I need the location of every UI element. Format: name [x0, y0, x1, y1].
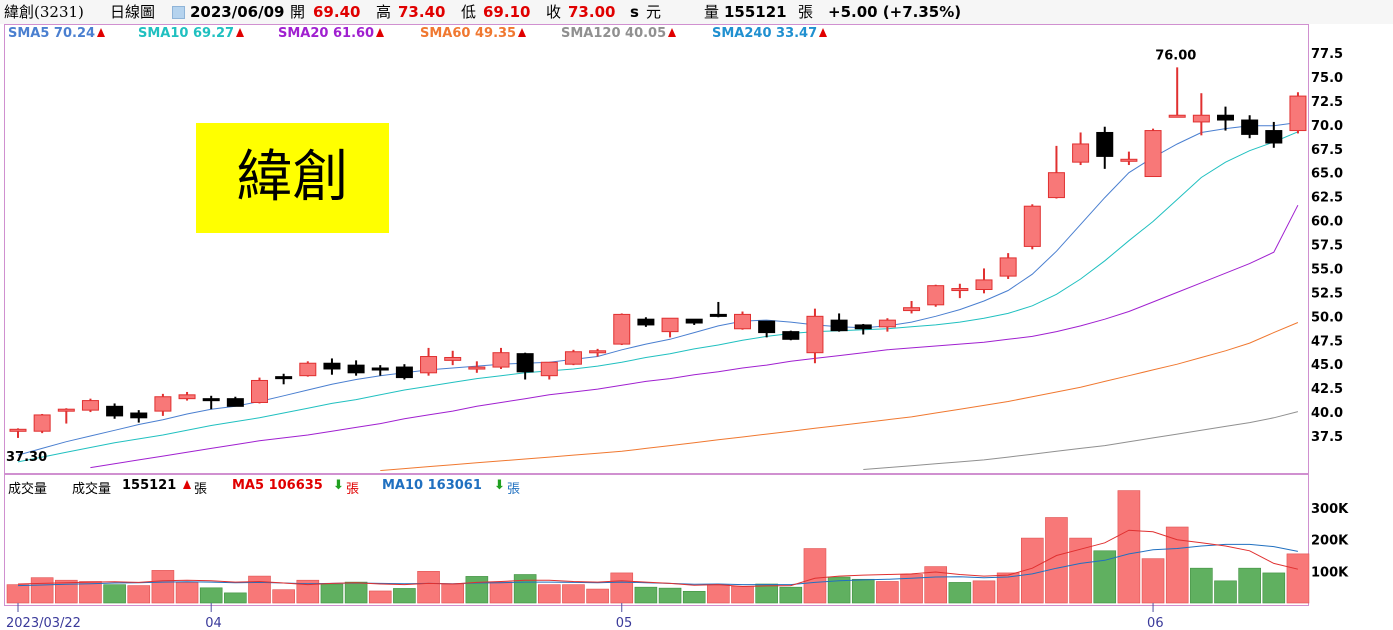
vol-ma10-unit: 張: [507, 482, 521, 497]
close-label: 收: [546, 3, 562, 21]
vol-ma10-down-icon: ⬇: [494, 478, 505, 493]
x-axis-label: 05: [616, 616, 633, 630]
up-arrow-icon: [518, 28, 527, 37]
vol-ma10-label: MA10 163061: [382, 478, 482, 493]
volume-axis-tick: 100K: [1311, 565, 1349, 580]
volume-panel-value: 155121: [122, 478, 177, 493]
price-axis-tick: 77.5: [1311, 47, 1343, 62]
price-axis-tick: 40.0: [1311, 406, 1343, 421]
price-axis-tick: 42.5: [1311, 382, 1343, 397]
close-value: 73.00: [568, 3, 616, 21]
price-axis-tick: 55.0: [1311, 262, 1343, 277]
up-arrow-icon: [668, 28, 677, 37]
price-axis-tick: 65.0: [1311, 167, 1343, 182]
volume-panel-title: 成交量: [8, 482, 48, 497]
date-value: 2023/06/09: [190, 3, 285, 21]
price-axis-tick: 52.5: [1311, 286, 1343, 301]
x-axis-label: 06: [1147, 616, 1164, 630]
price-axis-tick: 57.5: [1311, 239, 1343, 254]
price-axis-tick: 60.0: [1311, 215, 1343, 230]
vol-ma5-unit: 張: [346, 482, 360, 497]
sma-legend-item: SMA5 70.24: [8, 26, 106, 41]
volume-up-arrow: [181, 478, 191, 493]
up-arrow-icon: [97, 28, 106, 37]
volume-axis-tick: 300K: [1311, 502, 1349, 517]
open-value: 69.40: [313, 3, 361, 21]
price-axis-tick: 45.0: [1311, 358, 1343, 373]
up-arrow-icon: [236, 28, 245, 37]
price-axis-tick: 50.0: [1311, 310, 1343, 325]
unit-s: s: [630, 3, 639, 21]
sma-legend-item: SMA120 40.05: [561, 26, 677, 41]
volume-panel-label: 成交量: [72, 482, 112, 497]
price-axis-tick: 70.0: [1311, 119, 1343, 134]
stock-name-stamp: 緯創: [196, 123, 389, 233]
sma-legend-item: SMA10 69.27: [138, 26, 245, 41]
sma-legend-item: SMA240 33.47: [712, 26, 828, 41]
sma-legend-item: SMA60 49.35: [420, 26, 527, 41]
vol-ma5-down-icon: ⬇: [333, 478, 344, 493]
price-axis-tick: 62.5: [1311, 191, 1343, 206]
volume-panel-unit: 張: [194, 482, 208, 497]
sma-legend-item: SMA20 61.60: [278, 26, 385, 41]
x-axis-label: 04: [205, 616, 222, 630]
volume-axis-tick: 200K: [1311, 534, 1349, 549]
price-axis-tick: 67.5: [1311, 143, 1343, 158]
price-axis-tick: 37.5: [1311, 430, 1343, 445]
open-label: 開: [290, 3, 306, 21]
up-arrow-icon: [376, 28, 385, 37]
price-axis-tick: 47.5: [1311, 334, 1343, 349]
high-value: 73.40: [398, 3, 446, 21]
unit-label: 元: [646, 3, 662, 21]
volume-value: 155121: [724, 3, 787, 21]
period-label: 日線圖: [110, 3, 156, 21]
up-arrow-icon: [819, 28, 828, 37]
checkbox-icon: [172, 6, 185, 19]
price-axis-tick: 72.5: [1311, 95, 1343, 110]
vol-ma5-label: MA5 106635: [232, 478, 323, 493]
volume-label: 量: [704, 3, 720, 21]
price-axis-tick: 75.0: [1311, 71, 1343, 86]
volume-unit: 張: [798, 3, 814, 21]
info-bar: 緯創(3231) 日線圖 2023/06/09 開 69.40 高 73.40 …: [0, 0, 1393, 24]
stock-name: 緯創(3231): [4, 3, 84, 21]
high-label: 高: [376, 3, 392, 21]
low-label: 低: [461, 3, 477, 21]
low-value: 69.10: [483, 3, 531, 21]
change-value: +5.00 (+7.35%): [828, 3, 962, 21]
x-axis-label: 2023/03/22: [6, 616, 81, 630]
price-panel[interactable]: [4, 24, 1309, 474]
